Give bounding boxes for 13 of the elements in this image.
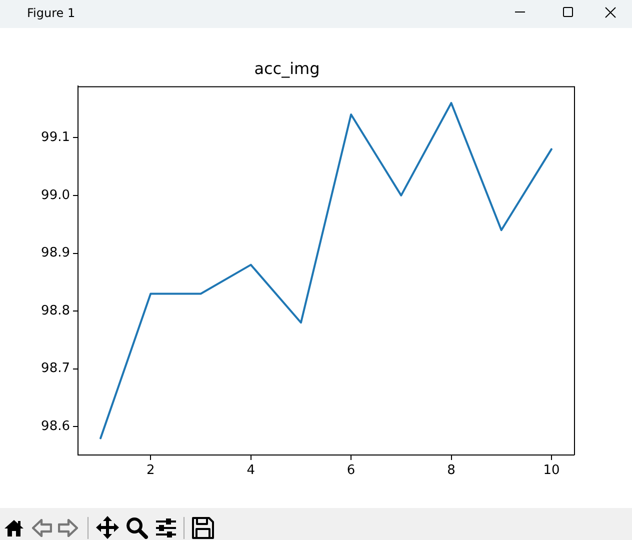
- x-tick-label: 10: [543, 463, 560, 478]
- x-tick-label: 6: [346, 463, 356, 478]
- y-tick-label: 99.1: [41, 130, 70, 146]
- x-tick-label: 2: [146, 463, 155, 478]
- y-tick-label: 98.6: [41, 419, 70, 434]
- y-tick-label: 98.9: [41, 246, 70, 261]
- caption: Figure 1: [27, 5, 76, 21]
- x-tick-label: 4: [246, 463, 255, 478]
- x-tick-label: 8: [447, 463, 456, 478]
- y-tick-label: 98.7: [41, 361, 70, 376]
- chart-title: acc_img: [254, 58, 320, 78]
- y-tick-label: 98.8: [41, 303, 70, 318]
- y-tick-label: 99.0: [41, 188, 70, 203]
